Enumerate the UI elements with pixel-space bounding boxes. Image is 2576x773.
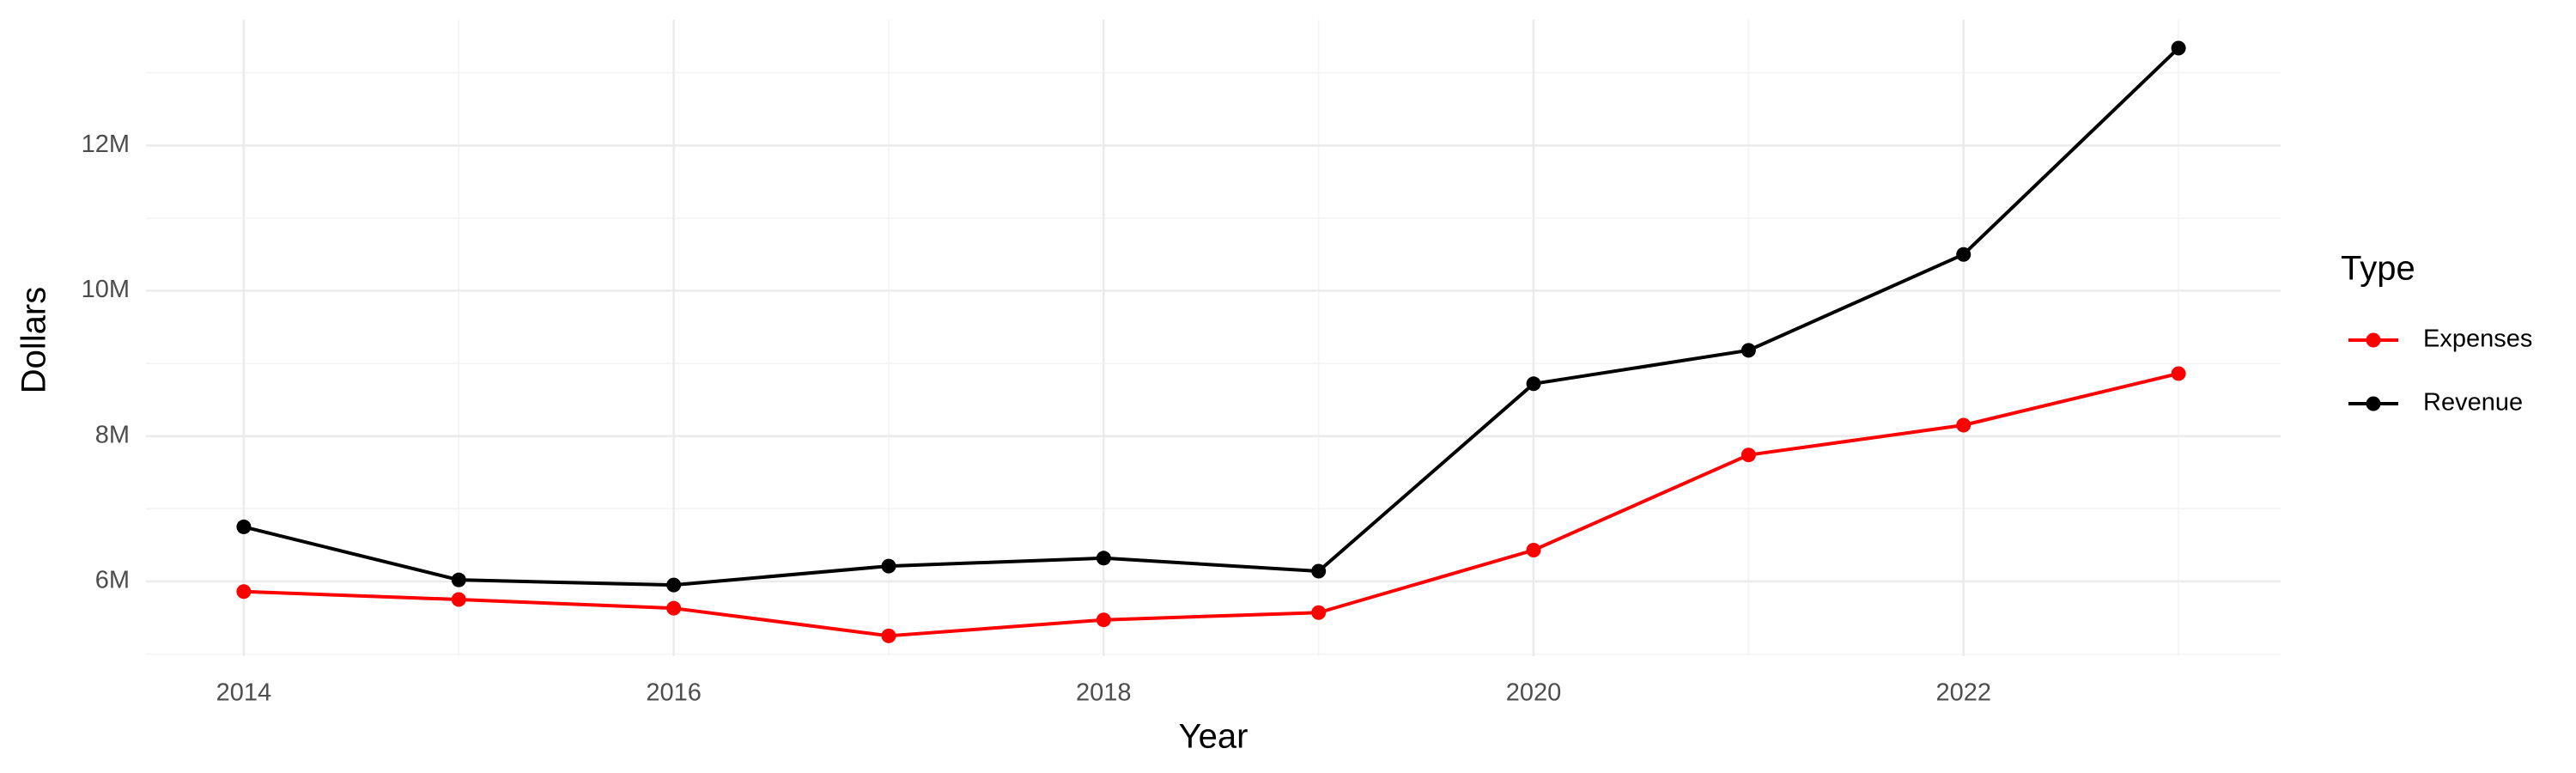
y-tick-label: 8M — [95, 421, 130, 448]
legend-label: Expenses — [2423, 326, 2532, 353]
data-point — [1096, 612, 1111, 628]
x-tick-label: 2022 — [1935, 679, 1991, 707]
data-point — [666, 600, 682, 616]
grid — [146, 20, 2281, 656]
data-point — [881, 628, 896, 643]
legend-marker — [2366, 332, 2381, 348]
series-line — [243, 46, 2180, 587]
data-point — [1526, 376, 1541, 392]
legend-label: Revenue — [2423, 389, 2523, 417]
data-point — [1526, 543, 1541, 557]
data-point — [881, 558, 896, 574]
data-point — [1096, 551, 1111, 566]
y-tick-label: 12M — [82, 131, 130, 158]
y-axis-title: Dollars — [15, 287, 53, 393]
data-point — [2171, 40, 2186, 56]
data-point — [666, 577, 682, 593]
x-tick-label: 2014 — [216, 679, 272, 707]
data-point — [2171, 366, 2186, 381]
data-point — [1741, 447, 1756, 463]
data-point — [236, 584, 252, 600]
data-point — [1956, 417, 1971, 433]
data-point — [1741, 343, 1756, 358]
legend-title: Type — [2341, 250, 2415, 288]
data-point — [1311, 605, 1327, 620]
x-tick-label: 2020 — [1506, 679, 1562, 707]
series-line — [243, 372, 2179, 638]
data-point — [236, 519, 252, 534]
data-point — [451, 572, 466, 587]
x-tick-label: 2016 — [646, 679, 702, 707]
y-tick-label: 10M — [82, 276, 130, 303]
legend-marker — [2366, 396, 2381, 411]
data-point — [1311, 563, 1327, 579]
data-point — [1956, 247, 1971, 262]
y-tick-label: 6M — [95, 567, 130, 594]
x-tick-label: 2018 — [1076, 679, 1132, 707]
x-axis-title: Year — [1179, 718, 1249, 756]
data-point — [451, 592, 466, 607]
